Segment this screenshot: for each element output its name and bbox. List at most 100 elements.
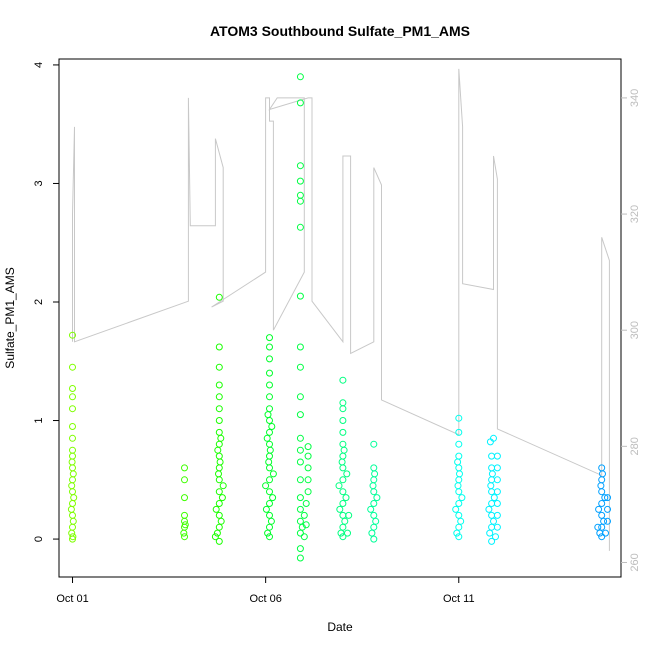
data-point bbox=[488, 488, 496, 496]
data-point bbox=[369, 482, 377, 490]
data-point bbox=[343, 470, 351, 478]
data-point bbox=[339, 440, 347, 448]
data-point bbox=[345, 511, 353, 519]
data-point bbox=[372, 517, 380, 525]
data-point bbox=[456, 470, 463, 478]
altitude-line bbox=[72, 68, 610, 551]
y-axis-label: Sulfate_PM1_AMS bbox=[3, 267, 17, 368]
data-point bbox=[454, 458, 462, 466]
data-point bbox=[181, 521, 189, 529]
data-point bbox=[215, 440, 223, 448]
data-point bbox=[69, 517, 77, 525]
data-point bbox=[215, 464, 223, 472]
data-point bbox=[455, 440, 463, 448]
data-point bbox=[594, 523, 602, 531]
data-point bbox=[215, 488, 223, 496]
scatter-points-layer bbox=[67, 73, 611, 562]
data-point bbox=[455, 452, 463, 460]
y-tick-label: 2 bbox=[33, 299, 45, 305]
x-axis-label: Date bbox=[327, 620, 353, 634]
data-point bbox=[263, 434, 271, 442]
y-tick-label: 0 bbox=[33, 536, 45, 542]
data-point bbox=[181, 476, 188, 484]
data-point bbox=[493, 452, 501, 460]
data-point bbox=[598, 500, 606, 507]
y2-tick-label: 260 bbox=[629, 553, 641, 571]
data-point bbox=[218, 494, 226, 502]
x-tick-label: Oct 01 bbox=[56, 593, 88, 605]
data-point bbox=[296, 99, 304, 107]
data-point bbox=[296, 446, 304, 454]
data-point bbox=[266, 511, 273, 519]
data-point bbox=[296, 434, 304, 442]
data-point bbox=[370, 476, 378, 484]
data-point bbox=[181, 533, 188, 541]
data-point bbox=[370, 535, 378, 543]
data-point bbox=[455, 511, 463, 519]
data-point bbox=[296, 517, 304, 525]
data-point bbox=[266, 446, 274, 454]
data-point bbox=[215, 417, 223, 424]
x-axis: Oct 01 Oct 06 Oct 11 bbox=[56, 577, 475, 605]
data-point bbox=[488, 464, 496, 472]
data-point bbox=[458, 494, 466, 502]
data-point bbox=[602, 529, 609, 537]
data-point bbox=[215, 470, 222, 478]
data-point bbox=[598, 488, 606, 496]
data-point bbox=[215, 511, 223, 519]
y-tick-label: 3 bbox=[33, 180, 45, 186]
data-point bbox=[266, 355, 273, 363]
data-point bbox=[262, 505, 270, 513]
data-point bbox=[337, 529, 345, 537]
data-point bbox=[266, 405, 273, 413]
data-point bbox=[296, 73, 304, 81]
data-point bbox=[217, 434, 225, 442]
data-point bbox=[69, 405, 76, 413]
data-point bbox=[296, 393, 304, 401]
data-point bbox=[604, 494, 611, 502]
data-point bbox=[69, 363, 76, 371]
data-point bbox=[215, 500, 223, 507]
y2-tick-label: 280 bbox=[629, 437, 641, 455]
data-point bbox=[296, 476, 304, 484]
data-point bbox=[595, 505, 603, 513]
data-point bbox=[215, 523, 223, 531]
data-point bbox=[300, 511, 308, 519]
data-point bbox=[266, 533, 273, 541]
data-point bbox=[492, 533, 499, 541]
data-point bbox=[452, 505, 460, 513]
data-point bbox=[493, 488, 501, 496]
data-point bbox=[455, 414, 463, 422]
data-point bbox=[339, 533, 347, 541]
data-point bbox=[180, 529, 188, 537]
data-point bbox=[296, 162, 304, 170]
data-point bbox=[296, 191, 304, 199]
data-point bbox=[296, 545, 304, 553]
data-point bbox=[69, 511, 76, 519]
data-point bbox=[453, 529, 461, 537]
data-point bbox=[215, 343, 223, 351]
data-point bbox=[339, 376, 347, 384]
data-point bbox=[296, 494, 304, 502]
data-point bbox=[266, 417, 273, 424]
data-point bbox=[266, 369, 273, 377]
data-point bbox=[370, 500, 378, 507]
data-point bbox=[488, 500, 496, 507]
data-point bbox=[181, 494, 188, 502]
x-tick-label: Oct 06 bbox=[249, 593, 281, 605]
data-point bbox=[296, 223, 304, 231]
data-point bbox=[604, 517, 611, 525]
data-point bbox=[267, 517, 275, 525]
data-point bbox=[604, 505, 611, 513]
y2-tick-label: 320 bbox=[629, 205, 641, 223]
data-point bbox=[296, 197, 304, 205]
data-point bbox=[335, 482, 343, 490]
data-point bbox=[455, 428, 463, 436]
y2-tick-label: 340 bbox=[629, 89, 641, 107]
data-point bbox=[266, 523, 273, 531]
data-point bbox=[215, 393, 223, 401]
data-point bbox=[69, 446, 76, 454]
data-point bbox=[266, 476, 273, 484]
data-point bbox=[304, 464, 312, 472]
